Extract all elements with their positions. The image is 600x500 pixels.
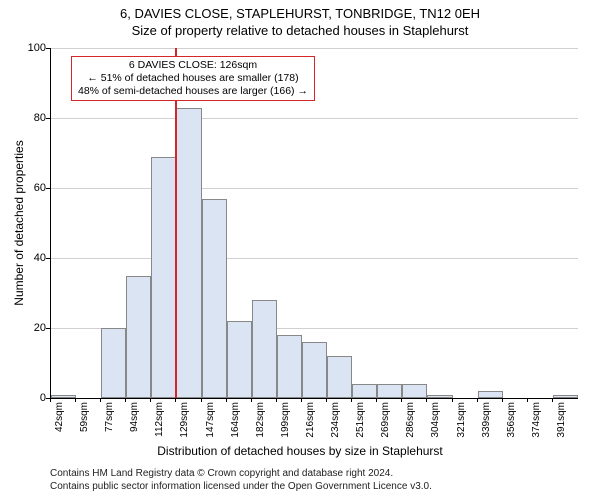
x-tick-mark bbox=[201, 398, 202, 402]
x-tick-mark bbox=[477, 398, 478, 402]
annotation-box: 6 DAVIES CLOSE: 126sqm← 51% of detached … bbox=[71, 56, 315, 101]
histogram-bar bbox=[302, 342, 327, 398]
histogram-bar bbox=[402, 384, 427, 398]
x-tick-mark bbox=[426, 398, 427, 402]
histogram-bar bbox=[553, 395, 578, 399]
histogram-bar bbox=[352, 384, 377, 398]
x-tick-mark bbox=[251, 398, 252, 402]
x-tick-mark bbox=[100, 398, 101, 402]
y-tick-label: 60 bbox=[24, 182, 46, 194]
x-tick-mark bbox=[150, 398, 151, 402]
annotation-line3: 48% of semi-detached houses are larger (… bbox=[78, 85, 308, 98]
gridline bbox=[51, 188, 578, 189]
x-tick-mark bbox=[125, 398, 126, 402]
histogram-bar bbox=[377, 384, 402, 398]
y-tick-label: 100 bbox=[24, 42, 46, 54]
x-tick-mark bbox=[552, 398, 553, 402]
x-tick-mark bbox=[226, 398, 227, 402]
histogram-bar bbox=[252, 300, 277, 398]
x-tick-mark bbox=[502, 398, 503, 402]
histogram-bar bbox=[101, 328, 126, 398]
x-tick-mark bbox=[276, 398, 277, 402]
y-tick-label: 0 bbox=[24, 392, 46, 404]
y-tick-label: 40 bbox=[24, 252, 46, 264]
footer-line2: Contains public sector information licen… bbox=[50, 481, 600, 494]
x-tick-mark bbox=[175, 398, 176, 402]
x-tick-mark bbox=[75, 398, 76, 402]
footer-line1: Contains HM Land Registry data © Crown c… bbox=[50, 468, 600, 481]
histogram-bar bbox=[277, 335, 302, 398]
gridline bbox=[51, 258, 578, 259]
x-axis-label: Distribution of detached houses by size … bbox=[0, 444, 600, 458]
histogram-bar bbox=[151, 157, 176, 399]
title-subtitle: Size of property relative to detached ho… bbox=[0, 21, 600, 38]
annotation-line1: 6 DAVIES CLOSE: 126sqm bbox=[78, 59, 308, 72]
x-tick-mark bbox=[527, 398, 528, 402]
gridline bbox=[51, 118, 578, 119]
histogram-bar bbox=[126, 276, 151, 399]
histogram-bar bbox=[176, 108, 201, 399]
chart-container: Number of detached properties 0 20 40 60 80 1… bbox=[0, 38, 600, 438]
x-tick-mark bbox=[401, 398, 402, 402]
histogram-bar bbox=[227, 321, 252, 398]
y-tick-label: 20 bbox=[24, 322, 46, 334]
x-tick-mark bbox=[301, 398, 302, 402]
histogram-bar bbox=[202, 199, 227, 399]
x-tick-mark bbox=[326, 398, 327, 402]
plot-area: 6 DAVIES CLOSE: 126sqm← 51% of detached … bbox=[50, 48, 578, 399]
gridline bbox=[51, 48, 578, 49]
annotation-line2: ← 51% of detached houses are smaller (17… bbox=[78, 72, 308, 85]
histogram-bar bbox=[327, 356, 352, 398]
histogram-bar bbox=[478, 391, 503, 398]
x-tick-mark bbox=[50, 398, 51, 402]
x-tick-mark bbox=[376, 398, 377, 402]
y-axis-label: Number of detached properties bbox=[12, 48, 26, 398]
x-tick-mark bbox=[351, 398, 352, 402]
histogram-bar bbox=[427, 395, 452, 399]
y-tick-label: 80 bbox=[24, 112, 46, 124]
histogram-bar bbox=[51, 395, 76, 399]
title-address: 6, DAVIES CLOSE, STAPLEHURST, TONBRIDGE,… bbox=[0, 0, 600, 21]
x-tick-mark bbox=[452, 398, 453, 402]
